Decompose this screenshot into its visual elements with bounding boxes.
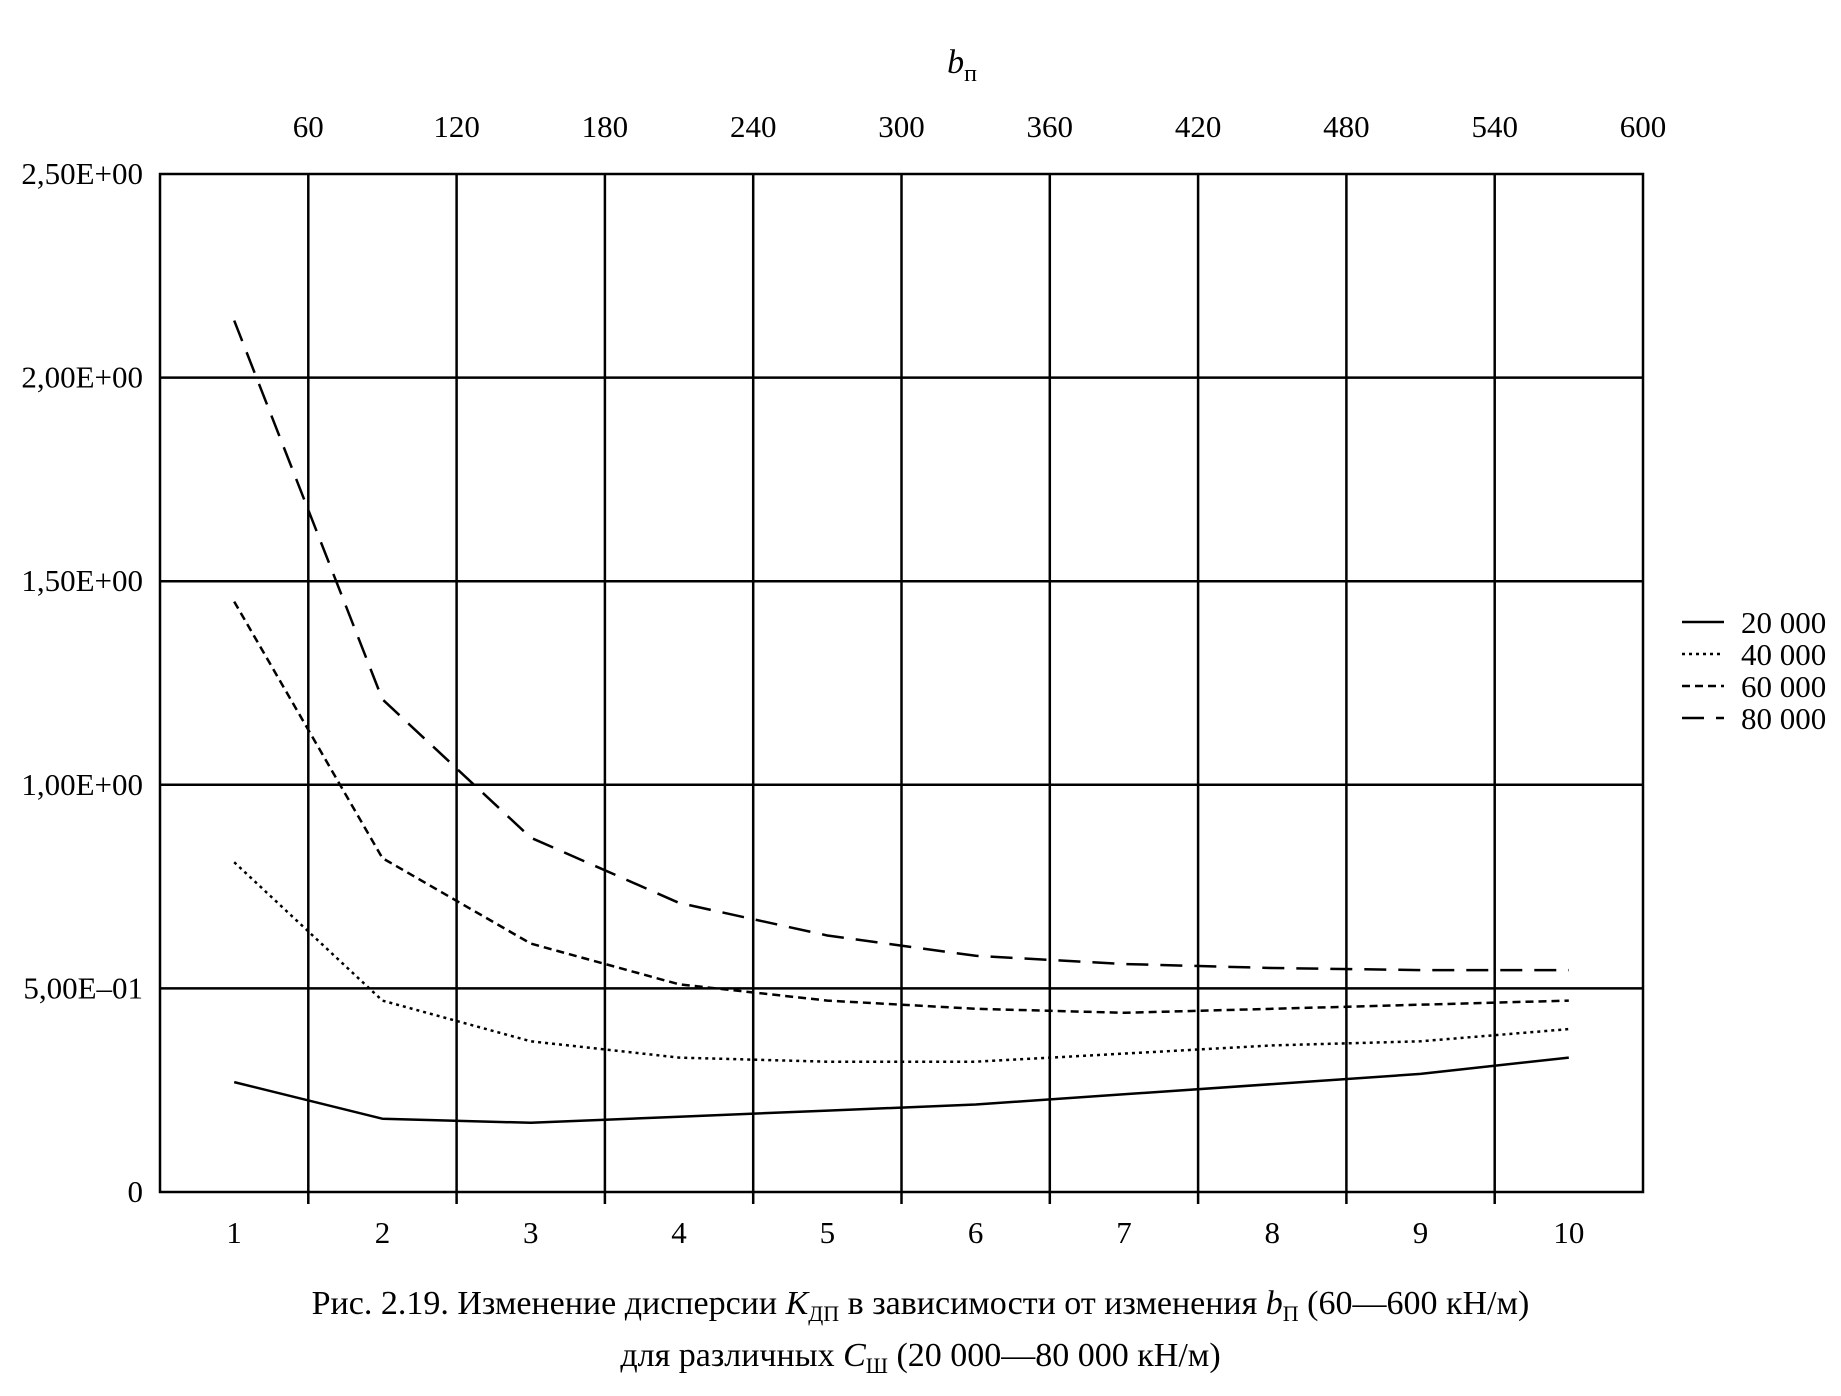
legend-label: 60 000 — [1741, 669, 1826, 704]
caption-line-1: Рис. 2.19. Изменение дисперсии KДП в зав… — [0, 1283, 1841, 1335]
top-tick-label: 60 — [293, 109, 324, 144]
caption-text: для различных — [620, 1337, 844, 1374]
caption-text: Рис. 2.19. Изменение дисперсии — [311, 1285, 786, 1322]
top-axis-title-main: b — [947, 44, 964, 81]
caption-K-subscript: ДП — [808, 1301, 840, 1326]
top-tick-label: 180 — [582, 109, 629, 144]
series-line-80000 — [233, 320, 1569, 972]
legend-label: 20 000 — [1741, 605, 1826, 640]
top-tick-label: 540 — [1471, 109, 1518, 144]
chart: 0 5,00E–01 1,00E+00 1,50E+00 2,00E+00 2,50E+0… — [21, 44, 1826, 1250]
series-line-40000 — [233, 861, 1569, 1063]
top-tick-label: 300 — [878, 109, 925, 144]
x-tick-label: 5 — [820, 1215, 836, 1250]
legend-label: 40 000 — [1741, 637, 1826, 672]
y-tick-label: 2,50E+00 — [21, 156, 143, 191]
x-tick-label: 1 — [226, 1215, 242, 1250]
top-tick-label: 240 — [730, 109, 777, 144]
top-axis-title: bп — [947, 44, 977, 87]
caption-line-2: для различных CШ (20 000—80 000 кН/м) — [0, 1335, 1841, 1387]
x-tick-label: 6 — [968, 1215, 984, 1250]
y-tick-label: 5,00E–01 — [23, 970, 143, 1005]
top-axis-title-sub: п — [964, 61, 977, 87]
caption-K-symbol: K — [785, 1285, 809, 1322]
caption-text: (60—600 кН/м) — [1298, 1285, 1530, 1322]
x-tick-label: 4 — [671, 1215, 687, 1250]
y-tick-label: 2,00E+00 — [21, 360, 143, 395]
x-tick-label: 3 — [523, 1215, 539, 1250]
caption-C-symbol: C — [843, 1337, 866, 1374]
caption-b-subscript: П — [1282, 1301, 1299, 1326]
y-tick-label: 1,50E+00 — [21, 563, 143, 598]
y-tick-labels: 0 5,00E–01 1,00E+00 1,50E+00 2,00E+00 2,50E+0… — [21, 156, 143, 1209]
plot-frame — [158, 172, 1645, 1194]
top-tick-label: 120 — [433, 109, 480, 144]
caption-text: в зависимости от изменения — [839, 1285, 1266, 1322]
y-tick-label: 0 — [128, 1174, 144, 1209]
series-line-60000 — [233, 600, 1569, 1015]
x-tick-label: 2 — [375, 1215, 391, 1250]
top-tick-label: 420 — [1175, 109, 1222, 144]
series-line-20000 — [233, 1056, 1569, 1125]
x-tick-label: 9 — [1413, 1215, 1429, 1250]
x-tick-labels: 1 2 3 4 5 6 7 8 9 10 — [226, 1215, 1584, 1250]
horizontal-gridlines — [160, 376, 1643, 990]
figure-caption: Рис. 2.19. Изменение дисперсии KДП в зав… — [0, 1283, 1841, 1387]
x-tick-label: 8 — [1265, 1215, 1281, 1250]
caption-text: (20 000—80 000 кН/м) — [887, 1337, 1221, 1374]
y-tick-label: 1,00E+00 — [21, 767, 143, 802]
caption-C-subscript: Ш — [865, 1353, 888, 1378]
top-axis-tick-labels: 60 120 180 240 300 360 420 480 540 600 — [293, 109, 1666, 144]
top-tick-label: 480 — [1323, 109, 1370, 144]
vertical-gridlines — [307, 174, 1496, 1204]
x-tick-label: 10 — [1553, 1215, 1584, 1250]
x-tick-label: 7 — [1116, 1215, 1132, 1250]
top-tick-label: 360 — [1027, 109, 1074, 144]
caption-b-symbol: b — [1265, 1285, 1283, 1322]
series-layer — [233, 320, 1569, 1125]
top-tick-label: 600 — [1620, 109, 1667, 144]
legend-label: 80 000 — [1741, 701, 1826, 736]
